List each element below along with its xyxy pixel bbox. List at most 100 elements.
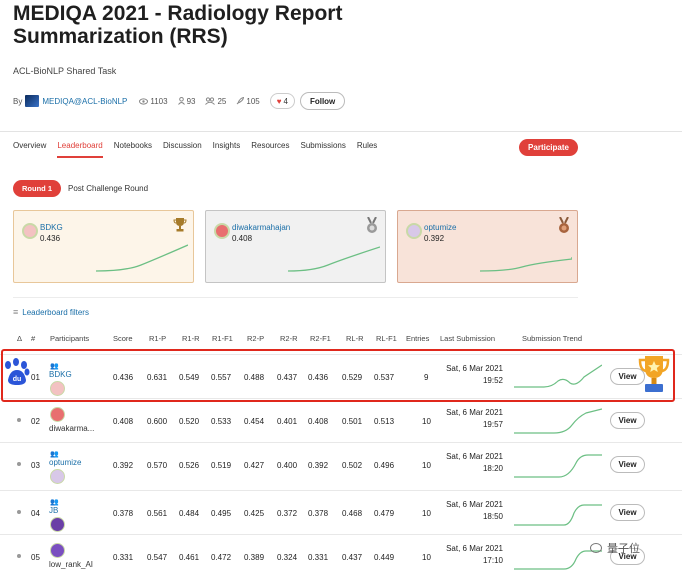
teams-stat: 25 bbox=[205, 97, 226, 106]
column-score[interactable]: Score bbox=[113, 334, 133, 343]
gold-trophy-icon bbox=[638, 356, 670, 392]
r2p-cell: 0.389 bbox=[244, 553, 265, 562]
follow-button[interactable]: Follow bbox=[299, 92, 346, 110]
avatar bbox=[214, 223, 230, 239]
last-submission: Sat, 6 Mar 2021 18:50 bbox=[443, 499, 503, 523]
submission-date: Sat, 6 Mar 2021 bbox=[446, 452, 503, 461]
team-icon: 👥 bbox=[50, 451, 59, 458]
heart-icon: ♥ bbox=[276, 96, 282, 106]
last-submission: Sat, 6 Mar 2021 19:52 bbox=[443, 363, 503, 387]
participant-name[interactable]: JB bbox=[49, 506, 59, 515]
filter-icon: ≡ bbox=[13, 307, 19, 317]
table-row: 05 low_rank_AI 0.331 0.547 0.461 0.472 0… bbox=[0, 534, 682, 576]
gold-trophy-icon bbox=[173, 218, 187, 232]
view-button[interactable]: View bbox=[610, 504, 645, 521]
column-r2-r[interactable]: R2-R bbox=[280, 334, 298, 343]
r1r-cell: 0.461 bbox=[179, 553, 200, 562]
team-icon bbox=[205, 97, 216, 105]
participant-name[interactable]: optumize bbox=[49, 458, 82, 467]
rank: 05 bbox=[31, 553, 40, 562]
r2r-cell: 0.400 bbox=[277, 461, 298, 470]
tab-overview[interactable]: Overview bbox=[13, 141, 47, 150]
trend-sparkline bbox=[96, 244, 188, 272]
team-icon: 👥 bbox=[50, 499, 59, 506]
post-challenge-round-tab[interactable]: Post Challenge Round bbox=[68, 184, 149, 193]
podium-name[interactable]: BDKG bbox=[40, 223, 63, 232]
rank: 02 bbox=[31, 417, 40, 426]
r2f1-cell: 0.436 bbox=[308, 373, 329, 382]
leaderboard-filters-toggle[interactable]: ≡ Leaderboard filters bbox=[13, 307, 89, 317]
r1f1-cell: 0.519 bbox=[211, 461, 232, 470]
participant-name[interactable]: BDKG bbox=[49, 370, 72, 379]
no-change-dot bbox=[17, 462, 21, 466]
avatar bbox=[50, 517, 65, 532]
organizer-logo bbox=[25, 95, 40, 107]
by-label: By bbox=[13, 96, 23, 106]
rlf1-cell: 0.449 bbox=[374, 553, 395, 562]
r1f1-cell: 0.495 bbox=[211, 509, 232, 518]
teams-count: 25 bbox=[217, 96, 227, 106]
organizer-link[interactable]: MEDIQA@ACL-BioNLP bbox=[42, 96, 128, 106]
podium-card-first[interactable]: BDKG 0.436 bbox=[13, 210, 194, 283]
podium-name[interactable]: diwakarmahajan bbox=[232, 223, 291, 232]
submission-date: Sat, 6 Mar 2021 bbox=[446, 408, 503, 417]
no-change-dot bbox=[17, 554, 21, 558]
participant-name[interactable]: low_rank_AI bbox=[49, 560, 94, 569]
table-header: Δ # Participants Score R1-P R1-R R1-F1 R… bbox=[0, 334, 682, 346]
svg-text:du: du bbox=[13, 376, 22, 383]
page-title: MEDIQA 2021 - Radiology Report Summariza… bbox=[13, 2, 343, 48]
column-rl-f1[interactable]: RL-F1 bbox=[376, 334, 397, 343]
silver-medal-icon bbox=[367, 217, 377, 233]
participant-name[interactable]: diwakarma... bbox=[49, 424, 95, 433]
column-r2-p[interactable]: R2-P bbox=[247, 334, 265, 343]
submission-time: 19:52 bbox=[482, 376, 503, 385]
column-r2-f1[interactable]: R2-F1 bbox=[310, 334, 331, 343]
team-icon: 👥 bbox=[50, 363, 59, 370]
column-rank: # bbox=[31, 334, 36, 343]
rlf1-cell: 0.479 bbox=[374, 509, 395, 518]
podium-card-third[interactable]: optumize 0.392 bbox=[397, 210, 578, 283]
r1p-cell: 0.547 bbox=[147, 553, 168, 562]
column-r1-p[interactable]: R1-P bbox=[149, 334, 167, 343]
column-r1-f1[interactable]: R1-F1 bbox=[212, 334, 233, 343]
entries-cell: 10 bbox=[422, 417, 431, 426]
tab-discussion[interactable]: Discussion bbox=[162, 141, 202, 150]
column-r1-r[interactable]: R1-R bbox=[182, 334, 200, 343]
entries-cell: 10 bbox=[422, 553, 431, 562]
rlf1-cell: 0.537 bbox=[374, 373, 395, 382]
podium-card-second[interactable]: diwakarmahajan 0.408 bbox=[205, 210, 386, 283]
rocket-icon bbox=[237, 97, 245, 105]
column-last-submission: Last Submission bbox=[440, 334, 496, 343]
trend-sparkline bbox=[480, 257, 572, 272]
podium-score: 0.408 bbox=[232, 234, 253, 243]
r2p-cell: 0.488 bbox=[244, 373, 265, 382]
like-button[interactable]: ♥ 4 bbox=[269, 93, 295, 109]
watermark-text: 量子位 bbox=[607, 543, 640, 555]
tab-submissions[interactable]: Submissions bbox=[300, 141, 346, 150]
r2r-cell: 0.401 bbox=[277, 417, 298, 426]
column-rl-r[interactable]: RL-R bbox=[346, 334, 364, 343]
round-1-tab[interactable]: Round 1 bbox=[13, 180, 61, 197]
tab-leaderboard[interactable]: Leaderboard bbox=[57, 141, 103, 158]
score-cell: 0.378 bbox=[113, 509, 134, 518]
r1f1-cell: 0.557 bbox=[211, 373, 232, 382]
r1p-cell: 0.600 bbox=[147, 417, 168, 426]
avatar bbox=[50, 543, 65, 558]
view-button[interactable]: View bbox=[610, 412, 645, 429]
podium-score: 0.436 bbox=[40, 234, 61, 243]
participate-button[interactable]: Participate bbox=[519, 139, 578, 156]
r2r-cell: 0.324 bbox=[277, 553, 298, 562]
view-button[interactable]: View bbox=[610, 456, 645, 473]
participants-stat: 93 bbox=[177, 97, 195, 106]
tab-notebooks[interactable]: Notebooks bbox=[113, 141, 152, 150]
podium-name[interactable]: optumize bbox=[424, 223, 457, 232]
submissions-stat: 105 bbox=[236, 97, 260, 106]
rlf1-cell: 0.496 bbox=[374, 461, 395, 470]
tab-resources[interactable]: Resources bbox=[251, 141, 290, 150]
tab-insights[interactable]: Insights bbox=[212, 141, 241, 150]
submission-time: 17:10 bbox=[482, 556, 503, 565]
view-button[interactable]: View bbox=[610, 548, 645, 565]
r2f1-cell: 0.392 bbox=[308, 461, 329, 470]
view-button[interactable]: View bbox=[610, 368, 645, 385]
tab-rules[interactable]: Rules bbox=[356, 141, 378, 150]
